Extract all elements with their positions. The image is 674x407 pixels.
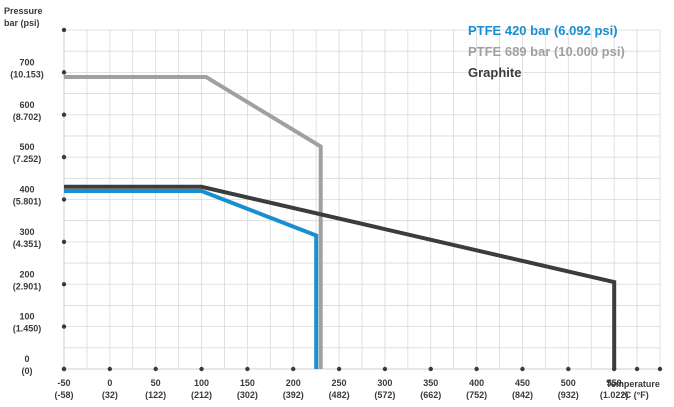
- x-tick-label-f: (662): [420, 390, 441, 400]
- x-tick-dot: [153, 366, 158, 372]
- x-tick-label-f: (122): [145, 390, 166, 400]
- x-tick-dot: [474, 366, 479, 372]
- x-tick-label-c: 350: [423, 378, 438, 388]
- x-tick-label-c: 550: [607, 378, 622, 388]
- x-tick-dot: [428, 366, 433, 372]
- y-tick-label-bar: 0: [24, 354, 29, 364]
- x-tick-label-f: (932): [558, 390, 579, 400]
- y-tick-label-psi: (7.252): [13, 154, 42, 164]
- x-tick-label-f: (302): [237, 390, 258, 400]
- y-tick-dot: [61, 324, 67, 329]
- y-tick-label-psi: (4.351): [13, 239, 42, 249]
- x-tick-label-f: (392): [283, 390, 304, 400]
- x-tick-dot: [382, 366, 388, 372]
- x-tick-label-f: (842): [512, 390, 533, 400]
- x-tick-label-f: (-58): [54, 390, 73, 400]
- x-axis-title-line1: Temperature: [606, 379, 660, 389]
- series-lines: [64, 75, 617, 369]
- y-tick-label-bar: 300: [19, 227, 34, 237]
- y-tick-label-bar: 500: [19, 142, 34, 152]
- y-tick-label-bar: 200: [19, 269, 34, 279]
- series-line-0: [64, 189, 319, 369]
- x-tick-label-c: 500: [561, 378, 576, 388]
- x-tick-label-c: 400: [469, 378, 484, 388]
- y-tick-label-psi: (0): [22, 366, 33, 376]
- x-tick-dot: [291, 366, 296, 372]
- legend: PTFE 420 bar (6.092 psi) PTFE 689 bar (1…: [468, 23, 625, 80]
- axis-labels: Pressure bar (psi) Temperature °C (°F): [4, 6, 660, 400]
- x-axis-title-line2: °C (°F): [621, 390, 649, 400]
- y-tick-dot: [61, 27, 67, 33]
- x-tick-label-c: 50: [151, 378, 161, 388]
- x-tick-dot: [657, 366, 663, 372]
- legend-ptfe-689: PTFE 689 bar (10.000 psi): [468, 44, 625, 59]
- legend-ptfe-420: PTFE 420 bar (6.092 psi): [468, 23, 618, 38]
- x-tick-dot: [199, 366, 204, 372]
- legend-graphite: Graphite: [468, 65, 521, 80]
- x-tick-label-f: (482): [329, 390, 350, 400]
- y-axis-title-line1: Pressure: [4, 6, 43, 16]
- x-tick-dot: [611, 366, 617, 372]
- y-tick-label-psi: (2.901): [13, 281, 42, 291]
- y-tick-dot: [61, 70, 67, 75]
- y-tick-label-psi: (10.153): [10, 69, 44, 79]
- y-tick-label-psi: (5.801): [13, 197, 42, 207]
- y-tick-dot: [61, 112, 67, 117]
- x-tick-label-c: 0: [107, 378, 112, 388]
- y-tick-label-psi: (1.450): [13, 324, 42, 334]
- y-tick-dot: [61, 197, 67, 202]
- x-tick-label-c: 250: [332, 378, 347, 388]
- x-tick-dot: [336, 366, 342, 372]
- x-tick-label-c: -50: [57, 378, 70, 388]
- x-tick-label-c: 100: [194, 378, 209, 388]
- x-tick-label-f: (212): [191, 390, 212, 400]
- x-tick-dot: [634, 366, 640, 372]
- y-tick-label-bar: 600: [19, 100, 34, 110]
- y-tick-label-bar: 100: [19, 312, 34, 322]
- x-tick-label-c: 200: [286, 378, 301, 388]
- x-tick-dot: [107, 366, 113, 372]
- series-line-2: [64, 184, 617, 369]
- axis-ticks: -50 (-58) 0 (32) 50 (122) 100 (212) 150 (302) 200 (…: [10, 27, 663, 400]
- y-tick-dot: [61, 239, 67, 245]
- y-tick-dot: [61, 282, 67, 287]
- x-tick-label-f: (572): [374, 390, 395, 400]
- x-tick-label-c: 150: [240, 378, 255, 388]
- y-tick-label-bar: 700: [19, 57, 34, 67]
- x-tick-dot: [566, 366, 571, 372]
- grid: [63, 29, 661, 370]
- x-tick-label-c: 450: [515, 378, 530, 388]
- y-tick-label-bar: 400: [19, 185, 34, 195]
- x-tick-label-f: (1.022): [600, 390, 629, 400]
- x-tick-label-c: 300: [377, 378, 392, 388]
- x-tick-label-f: (752): [466, 390, 487, 400]
- y-tick-dot: [61, 154, 67, 160]
- x-tick-dot: [520, 366, 525, 372]
- y-tick-label-psi: (8.702): [13, 112, 42, 122]
- x-tick-label-f: (32): [102, 390, 118, 400]
- y-tick-dot: [61, 366, 67, 372]
- y-axis-title-line2: bar (psi): [4, 18, 40, 28]
- x-tick-dot: [245, 366, 250, 372]
- series-line-1: [64, 75, 323, 369]
